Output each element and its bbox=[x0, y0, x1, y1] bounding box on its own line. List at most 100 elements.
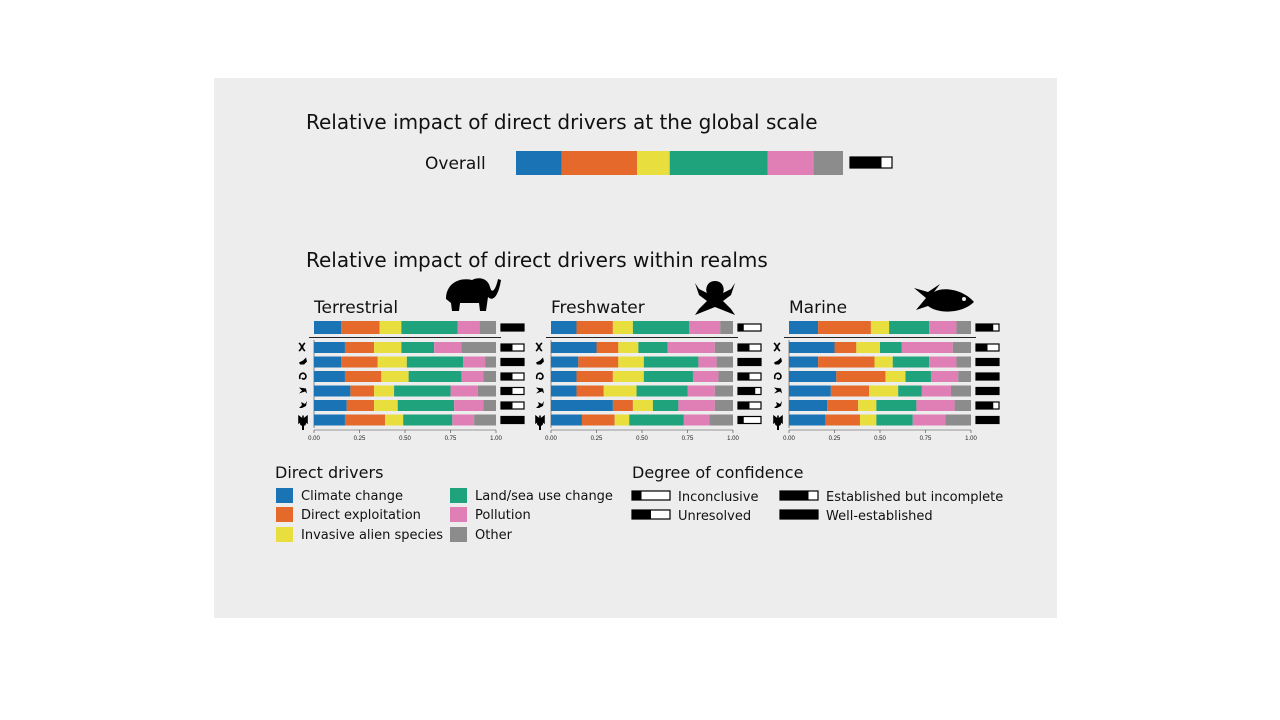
terrestrial-row-4-invasive-alien-species-segment bbox=[374, 385, 395, 397]
terrestrial-row-2-land-sea-use-change-segment bbox=[406, 356, 464, 368]
tree-icon bbox=[300, 421, 306, 430]
freshwater-row-5-other-segment bbox=[714, 400, 733, 411]
legend-swatch-land-sea-use-change bbox=[450, 488, 467, 503]
terrestrial-row-4-climate-change-segment bbox=[314, 385, 351, 397]
marine-row-6-direct-exploitation-segment bbox=[825, 414, 860, 426]
terrestrial-row-3-invasive-alien-species-segment bbox=[381, 371, 409, 382]
overall-pollution-segment bbox=[767, 151, 814, 175]
freshwater-row-5-climate-change-segment bbox=[551, 400, 613, 411]
terrestrial-summary-confidence-fill bbox=[501, 324, 524, 331]
terrestrial-row-1-pollution-segment bbox=[434, 342, 462, 353]
freshwater-row-2-confidence-fill bbox=[738, 358, 761, 366]
freshwater-summary-invasive-alien-species-segment bbox=[612, 321, 633, 334]
marine-row-4-direct-exploitation-segment bbox=[830, 385, 870, 397]
terrestrial-row-3-confidence-fill bbox=[501, 373, 513, 380]
terrestrial-row-1-other-segment bbox=[461, 342, 496, 353]
freshwater-row-5-invasive-alien-species-segment bbox=[632, 400, 653, 411]
freshwater-row-1-land-sea-use-change-segment bbox=[638, 342, 668, 353]
overall-invasive-alien-species-segment bbox=[636, 151, 670, 175]
freshwater-summary-confidence-fill bbox=[738, 324, 744, 331]
lizard-icon bbox=[299, 401, 307, 408]
terrestrial-row-6-other-segment bbox=[474, 414, 496, 426]
terrestrial-row-5-confidence-fill bbox=[501, 402, 513, 409]
x-tick-label: 0.00 bbox=[308, 436, 320, 442]
marine-row-1-land-sea-use-change-segment bbox=[880, 342, 902, 353]
elephant-icon bbox=[446, 278, 501, 311]
marine-row-5-land-sea-use-change-segment bbox=[876, 400, 917, 411]
freshwater-row-4-confidence-fill bbox=[738, 387, 756, 395]
marine-row-4-land-sea-use-change-segment bbox=[898, 385, 922, 397]
lizard-icon bbox=[536, 401, 544, 408]
marine-row-6-confidence-fill bbox=[976, 416, 999, 424]
terrestrial-row-2-confidence-fill bbox=[501, 358, 524, 366]
legend-confidence-unresolved-fill bbox=[632, 510, 651, 519]
overall-direct-exploitation-segment bbox=[561, 151, 637, 175]
marine-row-3-invasive-alien-species-segment bbox=[885, 371, 906, 382]
legend-confidence-label-unresolved: Unresolved bbox=[678, 509, 751, 524]
legend-confidence-label-inconclusive: Inconclusive bbox=[678, 490, 759, 505]
freshwater-row-3-climate-change-segment bbox=[551, 371, 577, 382]
overall-bar bbox=[516, 151, 893, 175]
bird-icon bbox=[774, 357, 782, 365]
frog-icon bbox=[695, 281, 735, 315]
overall-label: Overall bbox=[425, 154, 486, 174]
bird-icon bbox=[536, 357, 544, 365]
legend-label-direct-exploitation: Direct exploitation bbox=[301, 508, 421, 523]
terrestrial-row-6-direct-exploitation-segment bbox=[344, 414, 385, 426]
overall-confidence-fill bbox=[850, 157, 882, 168]
terrestrial-row-6-invasive-alien-species-segment bbox=[384, 414, 404, 426]
legend-swatch-invasive-alien-species bbox=[276, 527, 293, 542]
terrestrial-row-2-climate-change-segment bbox=[314, 356, 342, 368]
marine-summary-pollution-segment bbox=[929, 321, 957, 334]
marine-row-2-invasive-alien-species-segment bbox=[874, 356, 893, 368]
freshwater-summary-land-sea-use-change-segment bbox=[632, 321, 690, 334]
x-tick-label: 0.75 bbox=[445, 436, 457, 442]
marine-row-2-land-sea-use-change-segment bbox=[892, 356, 930, 368]
freshwater-row-5-land-sea-use-change-segment bbox=[652, 400, 679, 411]
x-tick-label: 0.25 bbox=[354, 436, 366, 442]
marine-row-1-pollution-segment bbox=[901, 342, 953, 353]
marine-row-5-invasive-alien-species-segment bbox=[858, 400, 877, 411]
legend-confidence-label-established-but-incomplete: Established but incomplete bbox=[826, 490, 1003, 505]
terrestrial-row-3-other-segment bbox=[483, 371, 496, 382]
x-tick-label: 1.00 bbox=[490, 436, 502, 442]
marine-row-2-confidence-fill bbox=[976, 358, 999, 366]
legend-label-pollution: Pollution bbox=[475, 508, 531, 523]
terrestrial-row-6-land-sea-use-change-segment bbox=[403, 414, 453, 426]
terrestrial-summary-invasive-alien-species-segment bbox=[379, 321, 402, 334]
legend-confidence-label-well-established: Well-established bbox=[826, 509, 933, 524]
terrestrial-row-5-direct-exploitation-segment bbox=[346, 400, 375, 411]
terrestrial-row-6-climate-change-segment bbox=[314, 414, 345, 426]
marine-row-4-climate-change-segment bbox=[789, 385, 831, 397]
terrestrial-row-2-other-segment bbox=[485, 356, 496, 368]
marine-row-5-confidence-fill bbox=[976, 402, 994, 409]
legend-label-land-sea-use-change: Land/sea use change bbox=[475, 489, 613, 504]
terrestrial-row-5-pollution-segment bbox=[454, 400, 484, 411]
realm-chart-terrestrial: Terrestrial 0.00 0.25 0.50 0.75 1.00 bbox=[298, 278, 525, 442]
legend-swatch-direct-exploitation bbox=[276, 507, 293, 522]
x-tick-label: 0.75 bbox=[682, 436, 694, 442]
terrestrial-row-1-invasive-alien-species-segment bbox=[374, 342, 402, 353]
fish-eye-icon bbox=[962, 297, 966, 301]
freshwater-row-5-confidence-fill bbox=[738, 402, 750, 409]
marine-summary-climate-change-segment bbox=[789, 321, 819, 334]
x-tick-label: 0.50 bbox=[636, 436, 648, 442]
frog-small-icon bbox=[299, 387, 307, 394]
freshwater-summary-other-segment bbox=[720, 321, 733, 334]
figure-panel: Relative impact of direct drivers at the… bbox=[214, 78, 1057, 618]
legend-label-other: Other bbox=[475, 528, 513, 543]
marine-summary-confidence-fill bbox=[976, 324, 994, 331]
terrestrial-row-5-land-sea-use-change-segment bbox=[397, 400, 455, 411]
marine-row-6-climate-change-segment bbox=[789, 414, 826, 426]
marine-row-6-pollution-segment bbox=[912, 414, 946, 426]
marine-summary-direct-exploitation-segment bbox=[818, 321, 871, 334]
x-tick-label: 0.25 bbox=[591, 436, 603, 442]
terrestrial-row-1-land-sea-use-change-segment bbox=[401, 342, 435, 353]
overall-climate-change-segment bbox=[516, 151, 562, 175]
overall-land-sea-use-change-segment bbox=[669, 151, 768, 175]
realm-chart-marine: Marine 0.00 0.25 0.50 0.75 1.00 bbox=[773, 284, 1000, 442]
lizard-icon bbox=[774, 401, 782, 408]
terrestrial-row-4-direct-exploitation-segment bbox=[350, 385, 375, 397]
freshwater-row-4-direct-exploitation-segment bbox=[576, 385, 604, 397]
